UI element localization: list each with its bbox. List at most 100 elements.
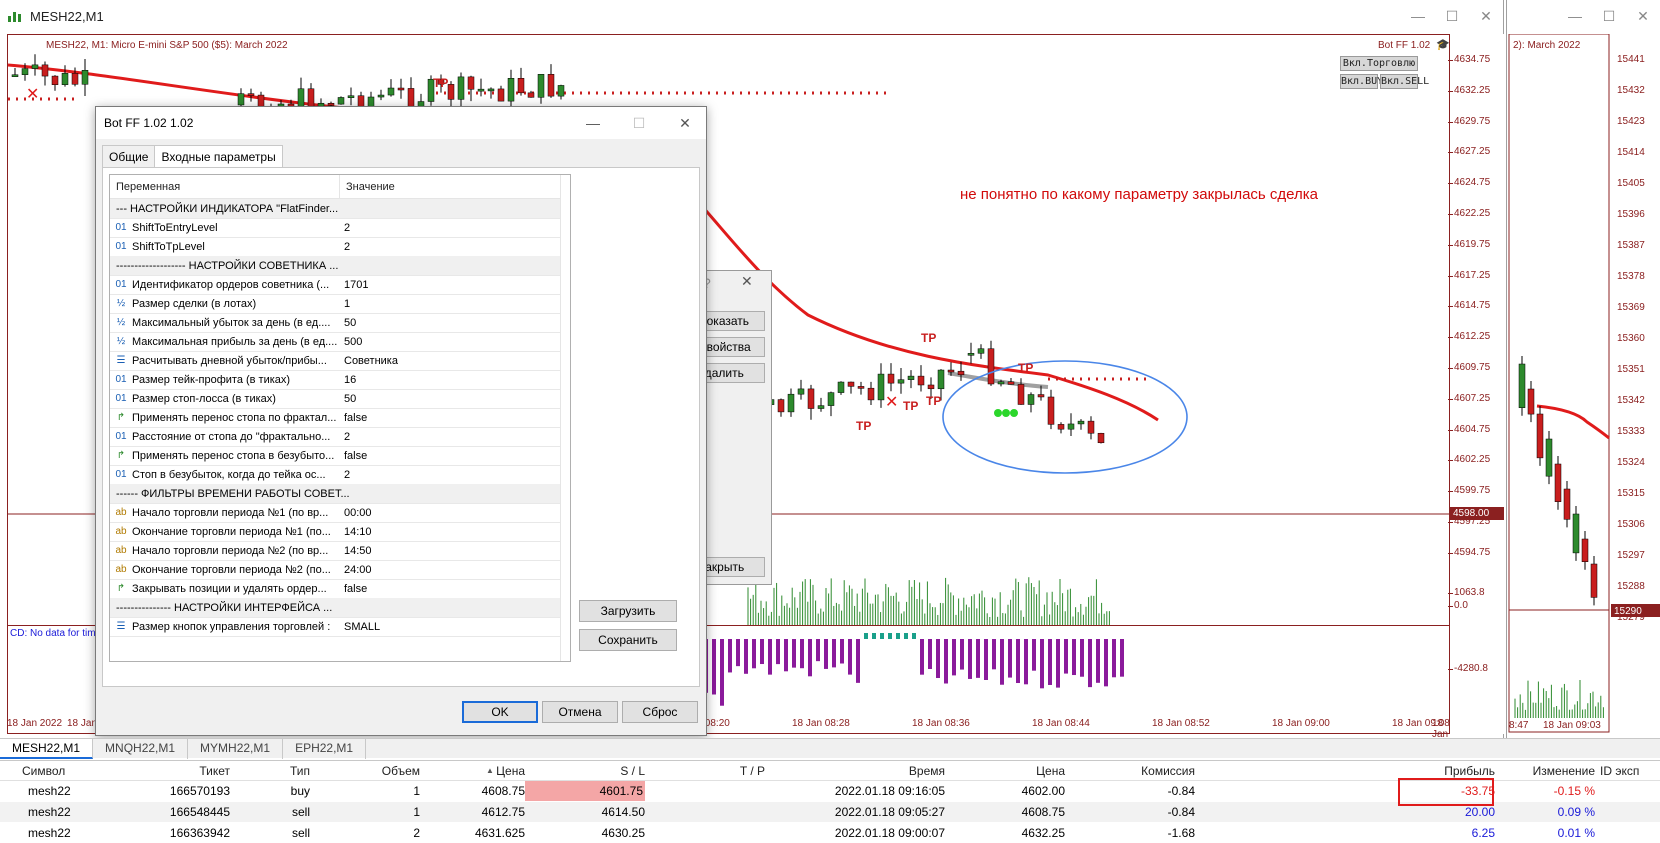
- parameter-row[interactable]: 01 Размер стоп-лосса (в тиках) 50: [110, 389, 560, 409]
- parameter-group-row[interactable]: ------ ФИЛЬТРЫ ВРЕМЕНИ РАБОТЫ СОВЕТ...: [110, 484, 560, 504]
- parameter-row[interactable]: 01 ShiftToEntryLevel 2: [110, 218, 560, 238]
- parameter-row[interactable]: ab Начало торговли периода №2 (по вр... 14…: [110, 541, 560, 561]
- parameter-value[interactable]: false: [344, 450, 368, 462]
- chart-tab[interactable]: MYMH22,M1: [188, 739, 284, 759]
- parameter-value[interactable]: 2: [344, 222, 351, 234]
- ok-button[interactable]: OK: [462, 701, 538, 723]
- symbol-cell: mesh22: [28, 784, 71, 798]
- parameter-value[interactable]: 50: [344, 317, 357, 329]
- parameter-type-bool-icon: ↱: [116, 450, 126, 461]
- load-button[interactable]: Загрузить: [579, 600, 677, 622]
- parameter-row[interactable]: ☰ Размер кнопок управления торговлей : SMA…: [110, 617, 560, 637]
- parameter-row[interactable]: ½ Максимальная прибыль за день (в ед.... 5…: [110, 332, 560, 352]
- trade-row[interactable]: mesh22 166570193 buy 1 4608.75 4601.75 2022.01…: [0, 781, 1660, 801]
- save-button[interactable]: Сохранить: [579, 629, 677, 651]
- parameter-row[interactable]: 01 Расстояние от стопа до "фрактально... 2: [110, 427, 560, 447]
- column-header[interactable]: Тип: [289, 764, 310, 778]
- parameter-value[interactable]: false: [344, 583, 368, 595]
- close-dialog-button[interactable]: Закрыть: [693, 557, 765, 577]
- parameter-value[interactable]: SMALL: [344, 621, 381, 633]
- maximize-button[interactable]: ☐: [1445, 7, 1459, 24]
- candle-body: [31, 64, 39, 69]
- parameter-row[interactable]: ab Окончание торговли периода №1 (по... 14…: [110, 522, 560, 542]
- parameter-value[interactable]: 2: [344, 241, 351, 253]
- column-header[interactable]: Изменение: [1532, 764, 1595, 778]
- column-header[interactable]: T / P: [739, 764, 765, 778]
- chart-tab[interactable]: MESH22,M1: [0, 739, 94, 759]
- close-icon[interactable]: ✕: [741, 273, 753, 289]
- parameter-row[interactable]: ab Окончание торговли периода №2 (по... 24…: [110, 560, 560, 580]
- parameter-value[interactable]: 2: [344, 431, 351, 443]
- minimize-button[interactable]: —: [1411, 8, 1425, 24]
- parameter-value[interactable]: 00:00: [344, 507, 372, 519]
- parameter-row[interactable]: ab Начало торговли периода №1 (по вр... 00…: [110, 503, 560, 523]
- parameter-row[interactable]: ½ Размер сделки (в лотах) 1: [110, 294, 560, 314]
- dialog-titlebar[interactable]: Bot FF 1.02 1.02 — ☐ ✕: [96, 107, 706, 139]
- cancel-button[interactable]: Отмена: [542, 701, 618, 723]
- tab-common[interactable]: Общие: [102, 145, 156, 167]
- price-tick-label: 4634.75: [1447, 54, 1491, 65]
- parameter-value[interactable]: 1701: [344, 279, 369, 291]
- price-scale[interactable]: 4634.75 4632.25 4629.75 4627.25 4624.75 4622.…: [1447, 34, 1504, 734]
- parameter-row[interactable]: 01 ShiftToTpLevel 2: [110, 237, 560, 257]
- tp-cell: [645, 781, 765, 801]
- maximize-button-2[interactable]: ☐: [1602, 7, 1616, 24]
- enable-sell-button[interactable]: Вкл.SELL: [1380, 74, 1430, 89]
- column-header[interactable]: Прибыль: [1444, 764, 1495, 778]
- parameter-value[interactable]: 24:00: [344, 564, 372, 576]
- parameter-value[interactable]: Советника: [344, 355, 398, 367]
- parameter-value[interactable]: 50: [344, 393, 357, 405]
- column-header[interactable]: Комиссия: [1141, 764, 1195, 778]
- grid-scrollbar[interactable]: [560, 175, 570, 661]
- second-candlestick-chart[interactable]: 15441 15432 15423 15414 15405 15396 15387 15378…: [1507, 34, 1660, 734]
- parameter-value[interactable]: 1: [344, 298, 351, 310]
- minimize-button-2[interactable]: —: [1568, 8, 1582, 24]
- column-header[interactable]: Тикет: [199, 764, 230, 778]
- second-window-titlebar[interactable]: — ☐ ✕: [1507, 0, 1660, 32]
- column-header[interactable]: ID эксп: [1600, 764, 1640, 778]
- parameter-row[interactable]: ↱ Применять перенос стопа в безубыто... fa…: [110, 446, 560, 466]
- dialog-close-button[interactable]: ✕: [679, 115, 691, 131]
- parameter-value[interactable]: false: [344, 412, 368, 424]
- parameter-row[interactable]: ↱ Закрывать позиции и удалять ордер... fal…: [110, 579, 560, 599]
- column-header[interactable]: Объем: [381, 764, 420, 778]
- close-button[interactable]: ✕: [1480, 7, 1492, 24]
- trade-row[interactable]: mesh22 166548445 sell 1 4612.75 4614.50 2022.0…: [0, 802, 1660, 822]
- reset-button[interactable]: Сброс: [622, 701, 698, 723]
- column-value[interactable]: Значение: [346, 181, 395, 193]
- column-header[interactable]: S / L: [620, 764, 645, 778]
- trade-row[interactable]: mesh22 166363942 sell 2 4631.625 4630.25 2022.…: [0, 823, 1660, 843]
- chart-tab[interactable]: MNQH22,M1: [93, 739, 189, 759]
- column-header[interactable]: Время: [908, 764, 945, 778]
- delete-button[interactable]: Удалить: [693, 363, 765, 383]
- parameter-group-row[interactable]: ------------------- НАСТРОЙКИ СОВЕТНИКА …: [110, 256, 560, 276]
- dialog-minimize-button[interactable]: —: [586, 115, 600, 131]
- column-header[interactable]: Символ: [22, 764, 66, 778]
- properties-button[interactable]: Свойства: [693, 337, 765, 357]
- parameter-row[interactable]: 01 Стоп в безубыток, когда до тейка ос...…: [110, 465, 560, 485]
- column-header[interactable]: Цена: [1036, 764, 1065, 778]
- parameter-value[interactable]: 14:10: [344, 526, 372, 538]
- parameter-value[interactable]: 14:50: [344, 545, 372, 557]
- close-button-2[interactable]: ✕: [1637, 7, 1649, 24]
- parameter-row[interactable]: 01 Размер тейк-профита (в тиках) 16: [110, 370, 560, 390]
- candle-body: [237, 93, 245, 106]
- chart-tab[interactable]: EPH22,M1: [283, 739, 367, 759]
- enable-buy-button[interactable]: Вкл.BUY: [1340, 74, 1384, 89]
- parameter-value[interactable]: 2: [344, 469, 351, 481]
- chart-window-titlebar[interactable]: MESH22,M1 — ☐ ✕: [0, 0, 1503, 32]
- enable-trading-button[interactable]: Вкл.Торговлю: [1340, 56, 1418, 71]
- parameter-row[interactable]: ½ Максимальный убыток за день (в ед.... 50: [110, 313, 560, 333]
- show-button[interactable]: Показать: [693, 311, 765, 331]
- parameter-value[interactable]: 16: [344, 374, 357, 386]
- parameter-group-row[interactable]: --------------- НАСТРОЙКИ ИНТЕРФЕЙСА ...: [110, 598, 560, 618]
- parameter-value[interactable]: 500: [344, 336, 363, 348]
- price-tick-label: 15360: [1617, 333, 1645, 344]
- parameter-group-row[interactable]: --- НАСТРОЙКИ ИНДИКАТОРА "FlatFinder...: [110, 199, 560, 219]
- parameter-row[interactable]: ↱ Применять перенос стопа по фрактал... fa…: [110, 408, 560, 428]
- column-variable[interactable]: Переменная: [110, 175, 340, 199]
- parameter-row[interactable]: ☰ Расчитывать дневной убыток/прибы... Сове…: [110, 351, 560, 371]
- column-header[interactable]: Цена: [496, 764, 525, 778]
- parameter-row[interactable]: 01 Идентификатор ордеров советника (... 17…: [110, 275, 560, 295]
- tab-inputs[interactable]: Входные параметры: [154, 145, 283, 168]
